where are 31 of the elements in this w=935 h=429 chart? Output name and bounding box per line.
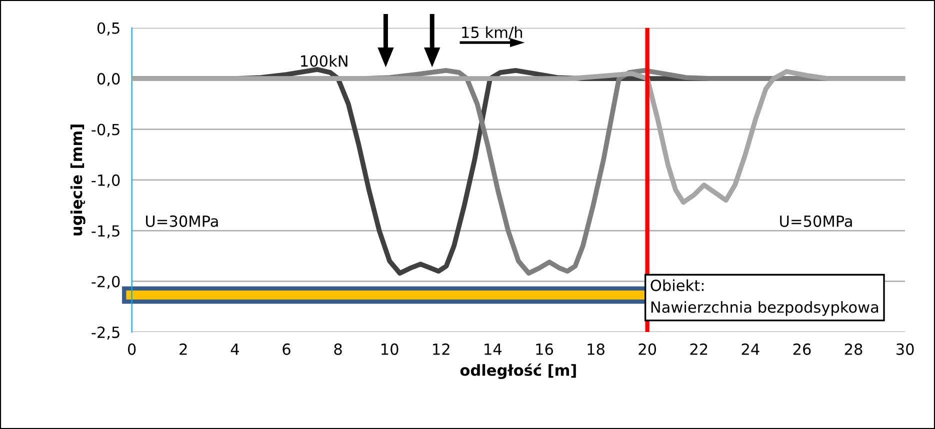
y-tick-label: -2,0 (92, 276, 120, 289)
y-tick-label: 0,0 (97, 73, 120, 86)
x-tick-label: 8 (334, 343, 342, 355)
x-tick-label: 14 (484, 344, 502, 355)
line-series (132, 69, 906, 205)
x-tick-label: 6 (282, 343, 290, 355)
x-tick-label: 28 (844, 343, 862, 355)
y-axis-title: ugięcie [mm] (70, 124, 86, 236)
annotation: 100kN (301, 54, 348, 67)
y-tick-label: -1,5 (92, 225, 120, 238)
x-tick-label: 0 (128, 343, 136, 355)
x-tick-label: 22 (690, 343, 708, 355)
x-tick-label: 12 (433, 343, 450, 355)
x-tick-label: 4 (230, 344, 239, 355)
x-axis-title: odległość [m] (460, 364, 576, 380)
y-tick-label: -2,5 (92, 326, 120, 340)
x-tick-label: 2 (180, 343, 187, 355)
annotation: U=50MPa (780, 215, 852, 227)
annotation: Obiekt: Nawierzchnia bezpodsypkowa (650, 279, 878, 316)
annotation: 15 km/h (462, 26, 522, 40)
x-tick-label: 20 (638, 343, 656, 355)
x-tick-label: 10 (382, 343, 398, 355)
x-tick-label: 16 (536, 343, 553, 355)
y-tick-label: 0,5 (97, 22, 120, 36)
x-tick-label: 24 (742, 343, 760, 355)
y-tick-label: -0,5 (92, 124, 120, 137)
y-tick-label: -1,0 (92, 174, 120, 188)
x-tick-label: 18 (588, 343, 604, 355)
annotation: U=30MPa (146, 215, 218, 227)
x-tick-label: 30 (896, 343, 914, 355)
x-tick-label: 26 (793, 343, 811, 355)
